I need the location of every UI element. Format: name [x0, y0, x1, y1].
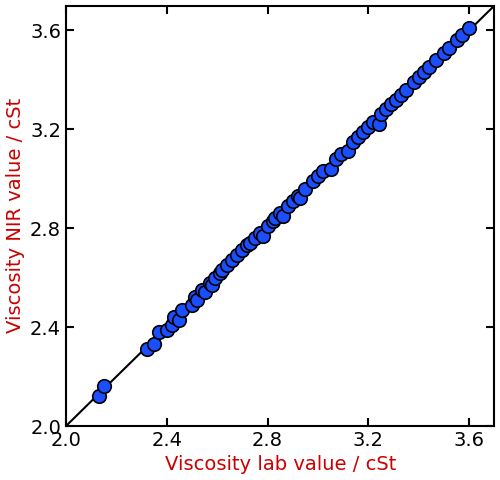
Point: [465, 24, 473, 32]
Point: [392, 96, 400, 103]
Point: [206, 279, 214, 287]
Point: [228, 256, 236, 264]
Point: [370, 118, 378, 126]
Point: [198, 286, 206, 294]
Point: [170, 313, 178, 321]
Point: [377, 110, 385, 118]
Point: [326, 165, 334, 173]
Point: [208, 281, 216, 289]
Point: [364, 123, 372, 131]
Point: [296, 194, 304, 202]
Point: [289, 197, 297, 205]
Point: [374, 120, 382, 128]
X-axis label: Viscosity lab value / cSt: Viscosity lab value / cSt: [164, 456, 396, 474]
Point: [176, 316, 184, 324]
Point: [302, 185, 310, 192]
Point: [319, 168, 327, 175]
Point: [224, 262, 232, 269]
Point: [188, 301, 196, 309]
Point: [210, 274, 218, 281]
Point: [278, 212, 286, 220]
Point: [258, 232, 266, 240]
Point: [397, 91, 405, 98]
Point: [234, 252, 241, 259]
Point: [190, 294, 198, 301]
Point: [440, 48, 448, 56]
Y-axis label: Viscosity NIR value / cSt: Viscosity NIR value / cSt: [6, 98, 25, 334]
Point: [294, 192, 302, 200]
Point: [432, 56, 440, 64]
Point: [246, 239, 254, 247]
Point: [314, 172, 322, 180]
Point: [244, 241, 252, 249]
Point: [238, 247, 246, 254]
Point: [350, 138, 358, 145]
Point: [332, 155, 340, 163]
Point: [150, 341, 158, 348]
Point: [415, 73, 423, 81]
Point: [94, 393, 102, 400]
Point: [264, 222, 272, 229]
Point: [284, 202, 292, 210]
Point: [402, 86, 410, 94]
Point: [410, 78, 418, 86]
Point: [276, 209, 284, 217]
Point: [271, 215, 279, 222]
Point: [445, 44, 453, 51]
Point: [309, 177, 317, 185]
Point: [216, 269, 224, 276]
Point: [344, 148, 352, 156]
Point: [268, 217, 276, 225]
Point: [336, 150, 344, 158]
Point: [420, 69, 428, 76]
Point: [168, 321, 176, 328]
Point: [193, 296, 201, 304]
Point: [256, 229, 264, 237]
Point: [425, 63, 433, 71]
Point: [218, 266, 226, 274]
Point: [458, 31, 466, 39]
Point: [387, 101, 395, 108]
Point: [155, 328, 163, 336]
Point: [163, 326, 171, 334]
Point: [200, 288, 208, 296]
Point: [360, 128, 368, 135]
Point: [382, 106, 390, 113]
Point: [251, 234, 259, 242]
Point: [100, 383, 108, 390]
Point: [452, 36, 460, 44]
Point: [354, 133, 362, 141]
Point: [142, 346, 150, 353]
Point: [178, 306, 186, 313]
